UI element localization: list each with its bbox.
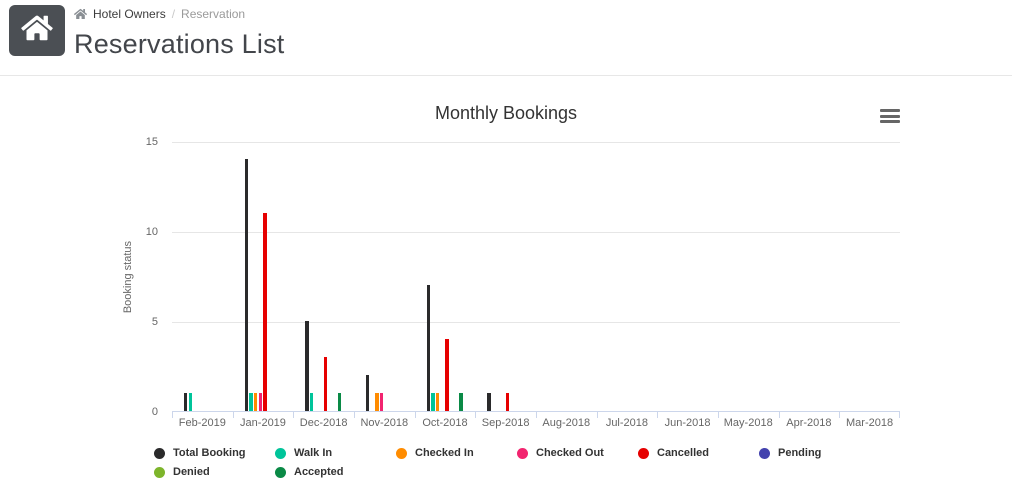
y-axis-labels: 0 5 10 15 [126,136,164,418]
bar-checked-in[interactable] [436,393,440,411]
breadcrumb-current: Reservation [181,7,246,21]
legend-item-checked-out[interactable]: Checked Out [517,446,638,460]
legend-label: Checked In [415,447,474,459]
breadcrumb-link-hotel-owners[interactable]: Hotel Owners [93,7,166,21]
bar-group-oct-2018 [426,285,463,411]
bar-walk-in[interactable] [431,393,435,411]
legend-item-checked-in[interactable]: Checked In [396,446,517,460]
bar-group-jan-2019 [244,159,281,411]
chart-legend: Total Booking Walk In Checked In Checked Ou… [154,446,880,479]
axis-tick [232,412,234,418]
bar-walk-in[interactable] [249,393,253,411]
legend-item-walk-in[interactable]: Walk In [275,446,396,460]
axis-tick [839,412,841,418]
y-tick-label: 5 [151,316,158,328]
monthly-bookings-chart: Monthly Bookings Booking status 0 5 10 15 F… [0,76,1012,486]
axis-tick [172,412,173,418]
x-tick-label-nov-2018: Nov-2018 [360,417,409,429]
legend-marker-checked-out [517,447,528,459]
legend-marker-pending [759,447,770,459]
breadcrumb: Hotel Owners / Reservation [74,6,285,22]
y-tick-label: 10 [145,226,158,238]
legend-marker-walk-in [275,447,286,459]
legend-label: Pending [778,447,822,459]
bar-total-booking[interactable] [366,375,370,411]
x-tick-label-jan-2019: Jan-2019 [240,417,286,429]
bar-accepted[interactable] [338,393,342,411]
axis-tick [778,412,780,418]
bar-checked-in[interactable] [254,393,258,411]
legend-label: Total Booking [173,447,246,459]
breadcrumb-separator: / [171,7,176,21]
y-tick-label: 15 [145,136,158,148]
legend-marker-checked-in [396,447,407,459]
legend-label: Accepted [294,466,344,478]
x-tick-label-may-2018: May-2018 [723,417,773,429]
bar-group-sep-2018 [487,393,523,411]
breadcrumb-home-icon [74,8,87,20]
legend-item-accepted[interactable]: Accepted [275,465,396,479]
x-tick-label-aug-2018: Aug-2018 [542,417,591,429]
hamburger-menu-icon[interactable] [880,108,900,124]
bar-walk-in[interactable] [310,393,314,411]
plot-area [172,142,900,418]
bar-cancelled[interactable] [263,213,267,411]
chart-title: Monthly Bookings [434,103,578,123]
legend-marker-denied [154,466,165,478]
bar-checked-in[interactable] [375,393,379,411]
y-tick-label: 0 [151,406,158,418]
axis-tick [718,412,719,418]
axis-tick [414,412,416,418]
legend-label: Denied [173,466,210,478]
legend-marker-accepted [275,466,286,478]
legend-label: Walk In [294,447,333,459]
bar-total-booking[interactable] [426,285,430,411]
axis-tick [899,412,900,418]
gridline [172,142,900,143]
x-tick-label-jun-2018: Jun-2018 [664,417,711,429]
legend-marker-cancelled [638,447,649,459]
x-axis-labels: Feb-2019 Jan-2019 Dec-2018 Nov-2018 Oct-2018… [172,417,900,429]
bar-cancelled[interactable] [324,357,328,411]
bar-checked-out[interactable] [258,393,262,411]
legend-marker-total-booking [154,447,165,459]
legend-label: Cancelled [657,447,709,459]
axis-tick [657,412,659,418]
x-tick-label-oct-2018: Oct-2018 [422,417,468,429]
axis-tick [475,412,477,418]
bar-checked-out[interactable] [380,393,384,411]
bar-total-booking[interactable] [184,393,188,411]
legend-item-denied[interactable]: Denied [154,465,275,479]
x-tick-label-dec-2018: Dec-2018 [299,417,348,429]
page-header: Hotel Owners / Reservation Reservations … [0,0,1012,76]
bar-group-nov-2018 [366,375,402,411]
axis-tick [596,412,598,418]
bar-total-booking[interactable] [244,159,248,411]
axis-tick [354,412,355,418]
home-icon [21,14,53,47]
x-tick-label-mar-2018: Mar-2018 [846,417,894,429]
legend-item-total-booking[interactable]: Total Booking [154,446,275,460]
x-tick-label-feb-2019: Feb-2019 [178,417,226,429]
bar-cancelled[interactable] [445,339,449,411]
page-title: Reservations List [74,29,285,59]
gridline [172,322,900,323]
x-tick-label-jul-2018: Jul-2018 [605,417,649,429]
bar-total-booking[interactable] [305,321,309,411]
legend-item-cancelled[interactable]: Cancelled [638,446,759,460]
x-tick-label-apr-2018: Apr-2018 [786,417,832,429]
bar-walk-in[interactable] [188,393,192,411]
bar-accepted[interactable] [459,393,463,411]
bar-group-feb-2019 [184,393,220,411]
legend-label: Checked Out [536,447,604,459]
axis-tick [293,412,295,418]
bar-cancelled[interactable] [506,393,510,411]
legend-item-pending[interactable]: Pending [759,446,880,460]
bar-group-dec-2018 [305,321,342,411]
app-logo[interactable] [9,5,65,56]
bar-total-booking[interactable] [487,393,491,411]
x-tick-label-sep-2018: Sep-2018 [481,417,530,429]
axis-tick [536,412,537,418]
gridline [172,232,900,233]
